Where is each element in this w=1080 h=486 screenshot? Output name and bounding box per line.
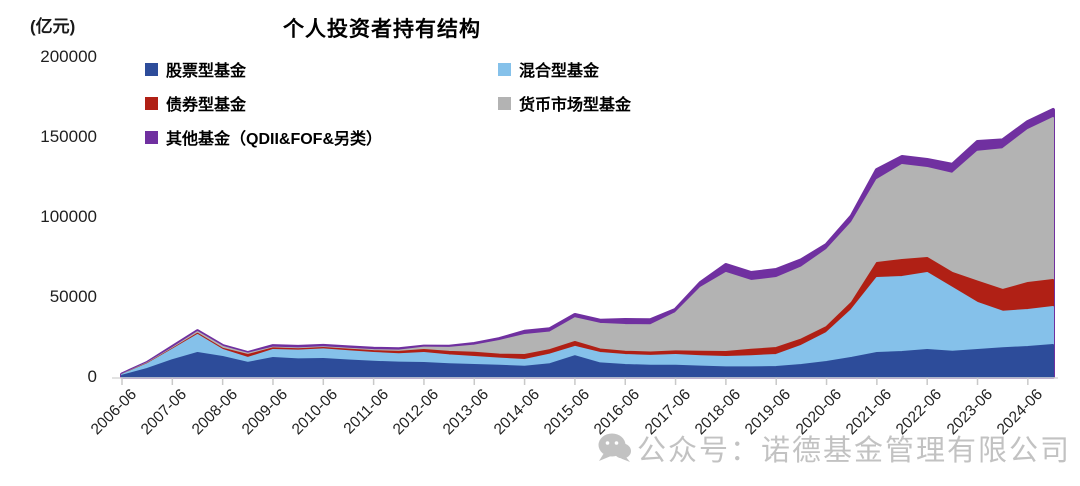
y-axis-unit-label: (亿元) bbox=[30, 17, 76, 36]
y-tick-label: 100000 bbox=[40, 207, 97, 226]
y-tick-label: 150000 bbox=[40, 127, 97, 146]
chart-title: 个人投资者持有结构 bbox=[283, 18, 481, 41]
watermark-text: 公众号：诺德基金管理有限公司 bbox=[637, 435, 1072, 467]
area-series-0 bbox=[121, 344, 1054, 378]
area-series-1 bbox=[121, 272, 1054, 378]
wechat-icon bbox=[598, 433, 631, 462]
y-tick-label: 0 bbox=[87, 367, 97, 386]
y-tick-label: 200000 bbox=[40, 47, 97, 66]
y-tick-label: 50000 bbox=[49, 287, 97, 306]
watermark: 公众号：诺德基金管理有限公司 bbox=[597, 427, 1071, 469]
